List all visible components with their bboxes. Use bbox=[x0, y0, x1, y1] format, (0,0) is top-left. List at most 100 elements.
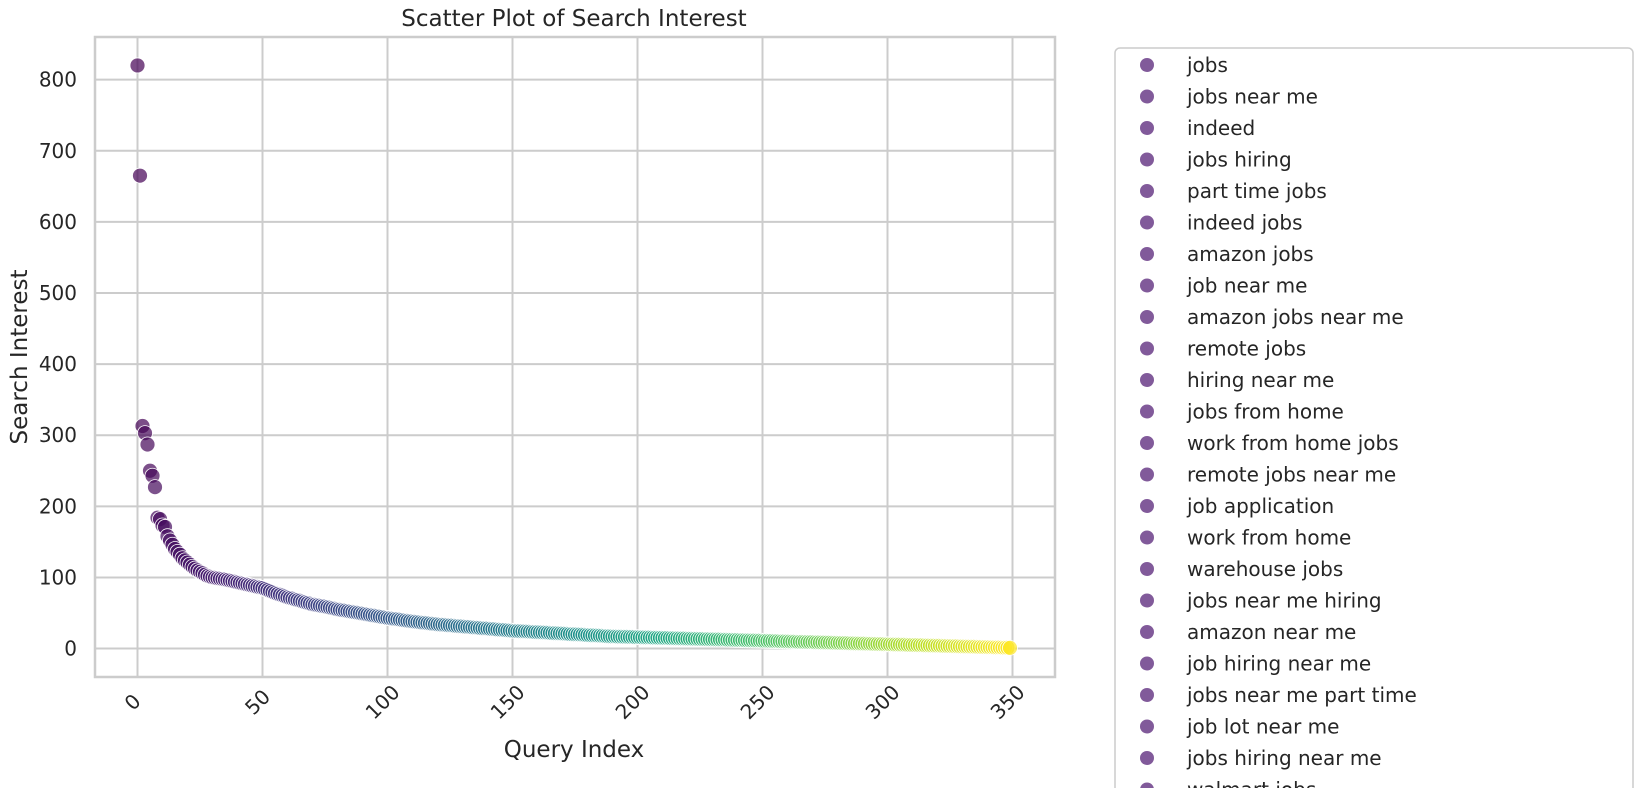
legend-entry: jobs bbox=[1140, 53, 1228, 77]
x-tick-label: 250 bbox=[736, 680, 780, 724]
points-layer bbox=[129, 57, 1018, 656]
legend-marker bbox=[1140, 373, 1154, 387]
legend-entry: hiring near me bbox=[1140, 368, 1334, 392]
y-tick-label: 800 bbox=[39, 68, 77, 92]
legend-label: job application bbox=[1186, 494, 1334, 518]
y-tick-label: 600 bbox=[39, 210, 77, 234]
legend-label: amazon jobs near me bbox=[1187, 305, 1404, 329]
chart-title: Scatter Plot of Search Interest bbox=[401, 6, 746, 32]
legend-label: hiring near me bbox=[1187, 368, 1334, 392]
grid-layer bbox=[95, 37, 1055, 677]
legend-frame bbox=[1114, 47, 1634, 788]
y-tick-label: 500 bbox=[39, 281, 77, 305]
plot-frame bbox=[93, 35, 1057, 679]
legend-marker bbox=[1140, 247, 1154, 261]
legend-label: remote jobs bbox=[1187, 337, 1306, 361]
legend-entry: jobs near me part time bbox=[1140, 683, 1417, 707]
legend-marker bbox=[1140, 593, 1154, 608]
legend-label: jobs near me bbox=[1186, 85, 1318, 109]
x-tick-label: 50 bbox=[240, 685, 275, 720]
legend-entry: job near me bbox=[1140, 274, 1307, 298]
legend-entry: jobs hiring bbox=[1140, 148, 1292, 172]
legend-entry: job lot near me bbox=[1140, 715, 1339, 739]
legend-marker bbox=[1140, 562, 1154, 576]
x-tick-labels: 0 50 100 150 200 250 300 350 bbox=[120, 680, 1030, 724]
x-tick-label: 200 bbox=[611, 680, 655, 724]
legend-marker bbox=[1140, 719, 1154, 734]
legend-label: job near me bbox=[1186, 274, 1307, 298]
y-tick-labels: 0 100 200 300 400 500 600 700 800 bbox=[39, 68, 77, 661]
legend-entry: work from home jobs bbox=[1140, 431, 1399, 455]
legend-entry: amazon jobs near me bbox=[1140, 305, 1404, 329]
legend-marker bbox=[1140, 625, 1154, 639]
scatter-point bbox=[147, 479, 163, 496]
legend-label: job hiring near me bbox=[1186, 652, 1371, 676]
legend-label: walmart jobs bbox=[1187, 778, 1316, 788]
scatter-point bbox=[1002, 639, 1018, 656]
legend-marker bbox=[1140, 310, 1154, 324]
legend-marker bbox=[1140, 215, 1154, 230]
legend-items: jobs jobs near me indeed jobs hiring part ti… bbox=[1140, 53, 1417, 788]
legend-entry: jobs near me bbox=[1140, 85, 1318, 109]
x-tick-label: 150 bbox=[486, 680, 530, 724]
legend-entry: amazon jobs bbox=[1140, 242, 1314, 266]
legend-marker bbox=[1140, 751, 1154, 765]
legend-entry: job application bbox=[1140, 494, 1334, 518]
y-tick-label: 700 bbox=[39, 139, 77, 163]
x-axis-label: Query Index bbox=[504, 737, 645, 763]
legend-label: jobs hiring near me bbox=[1186, 746, 1382, 770]
y-tick-label: 400 bbox=[39, 352, 77, 376]
legend-marker bbox=[1140, 184, 1154, 198]
legend-entry: walmart jobs bbox=[1140, 778, 1316, 788]
scatter-point bbox=[132, 167, 148, 184]
scatter-point bbox=[139, 436, 156, 453]
legend-marker bbox=[1140, 278, 1154, 293]
legend-label: work from home bbox=[1187, 526, 1351, 550]
legend-label: jobs near me part time bbox=[1186, 683, 1417, 707]
legend-label: jobs bbox=[1186, 53, 1228, 77]
legend-label: part time jobs bbox=[1187, 179, 1327, 203]
legend-marker bbox=[1140, 530, 1154, 545]
legend-entry: jobs near me hiring bbox=[1140, 589, 1382, 613]
legend-entry: work from home bbox=[1140, 526, 1351, 550]
y-tick-label: 0 bbox=[64, 637, 77, 661]
legend-marker bbox=[1140, 341, 1154, 356]
legend-label: indeed jobs bbox=[1187, 211, 1303, 235]
legend-label: warehouse jobs bbox=[1187, 557, 1343, 581]
legend-label: indeed bbox=[1187, 116, 1255, 140]
legend-entry: remote jobs near me bbox=[1140, 463, 1396, 487]
legend-label: amazon jobs bbox=[1187, 242, 1314, 266]
legend-marker bbox=[1140, 89, 1154, 104]
y-tick-label: 300 bbox=[39, 423, 77, 447]
x-tick-label: 100 bbox=[361, 680, 405, 724]
legend-entry: remote jobs bbox=[1140, 337, 1306, 361]
legend-marker bbox=[1140, 499, 1154, 513]
x-tick-label: 350 bbox=[986, 680, 1030, 724]
legend-marker bbox=[1140, 656, 1154, 671]
legend-label: work from home jobs bbox=[1187, 431, 1399, 455]
legend-label: amazon near me bbox=[1187, 620, 1356, 644]
legend-label: jobs from home bbox=[1186, 400, 1344, 424]
legend-label: job lot near me bbox=[1186, 715, 1339, 739]
legend-entry: indeed jobs bbox=[1140, 211, 1303, 235]
legend-marker bbox=[1140, 436, 1154, 450]
legend-marker bbox=[1140, 152, 1154, 167]
legend-entry: jobs hiring near me bbox=[1140, 746, 1382, 770]
legend-label: remote jobs near me bbox=[1187, 463, 1396, 487]
x-tick-label: 0 bbox=[120, 689, 146, 715]
legend-entry: jobs from home bbox=[1140, 400, 1344, 424]
y-tick-label: 200 bbox=[39, 494, 77, 518]
legend-label: jobs hiring bbox=[1186, 148, 1292, 172]
legend-marker bbox=[1140, 467, 1154, 482]
scatter-point bbox=[129, 57, 146, 74]
legend-entry: job hiring near me bbox=[1140, 652, 1371, 676]
legend: jobs jobs near me indeed jobs hiring part ti… bbox=[1114, 47, 1634, 788]
legend-entry: warehouse jobs bbox=[1140, 557, 1343, 581]
y-tick-label: 100 bbox=[39, 565, 77, 589]
y-axis-label: Search Interest bbox=[7, 270, 33, 445]
legend-marker bbox=[1140, 782, 1154, 788]
legend-entry: part time jobs bbox=[1140, 179, 1327, 203]
legend-marker bbox=[1140, 121, 1154, 135]
legend-entry: indeed bbox=[1140, 116, 1255, 140]
